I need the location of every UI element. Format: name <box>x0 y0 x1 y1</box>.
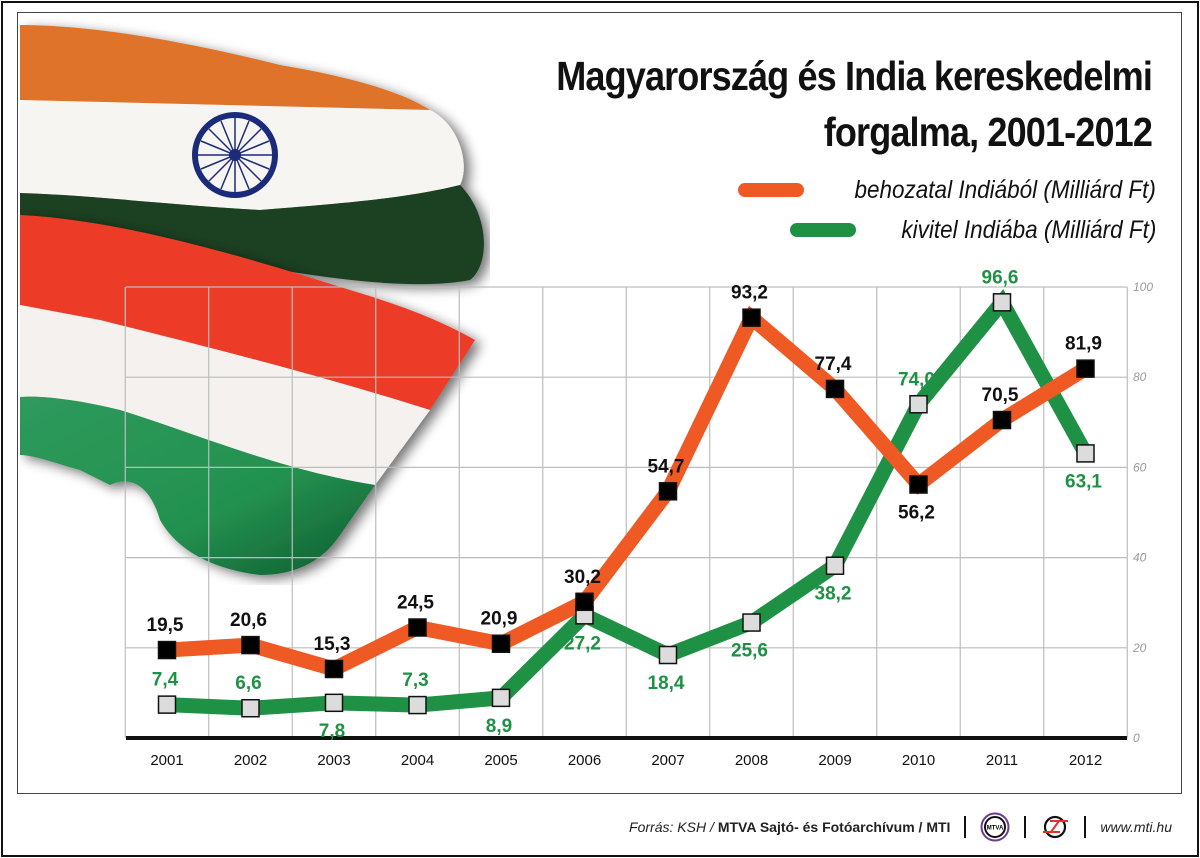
export-marker <box>658 645 678 665</box>
x-tick-label: 2007 <box>651 752 684 769</box>
export-marker <box>992 293 1012 312</box>
series-line-import <box>166 305 1090 678</box>
separator <box>1084 816 1087 838</box>
y-tick-label: 20 <box>1132 641 1147 655</box>
export-data-label: 38,2 <box>815 584 852 605</box>
x-axis-ticks: 2001 2002 2003 2004 2005 2006 2007 2008 2009 2010… <box>150 752 1102 769</box>
export-data-label: 7,4 <box>152 670 179 691</box>
x-tick-label: 2011 <box>986 752 1018 769</box>
x-tick-label: 2008 <box>735 752 768 769</box>
import-data-label: 93,2 <box>731 283 768 304</box>
export-data-label: 8,9 <box>486 716 512 737</box>
x-tick-label: 2001 <box>150 752 183 769</box>
chart-title: Magyarország és India kereskedelmi forga… <box>556 48 1153 160</box>
separator <box>1024 816 1027 838</box>
export-marker <box>825 556 845 575</box>
x-tick-label: 2012 <box>1069 752 1102 769</box>
export-data-label: 7,3 <box>402 670 428 691</box>
x-tick-label: 2010 <box>902 752 935 769</box>
x-tick-label: 2006 <box>568 752 601 769</box>
import-data-label: 20,9 <box>481 609 518 630</box>
separator <box>964 816 967 838</box>
export-data-label: 63,1 <box>1065 471 1102 492</box>
import-marker <box>909 475 928 494</box>
series-markers <box>157 293 1095 718</box>
y-axis-ticks: 0 20 40 60 80 100 <box>1132 280 1153 745</box>
export-marker <box>241 698 260 718</box>
x-tick-label: 2003 <box>317 752 350 769</box>
series-lines <box>166 289 1093 716</box>
legend-swatch-export <box>789 223 856 237</box>
legend-item-import: behozatal Indiából (Milliárd Ft) <box>738 170 1156 210</box>
export-data-label: 74,0 <box>898 369 935 390</box>
legend-label-export: kivitel Indiába (Milliárd Ft) <box>900 215 1156 244</box>
grid <box>124 286 1128 740</box>
x-tick-label: 2004 <box>401 752 434 769</box>
mti-logo-icon <box>1043 815 1069 839</box>
import-marker <box>241 635 260 655</box>
y-tick-label: 100 <box>1133 280 1153 294</box>
import-marker <box>408 618 427 637</box>
agency-label: MTVA Sajtó- és Fotóarchívum / MTI <box>717 819 951 835</box>
export-data-label: 7,8 <box>319 721 345 742</box>
export-data-label: 96,6 <box>982 267 1019 288</box>
import-marker <box>742 308 761 327</box>
import-data-label: 24,5 <box>397 593 434 614</box>
import-data-label: 54,7 <box>648 456 685 477</box>
import-data-label: 81,9 <box>1065 334 1102 355</box>
flags-illustration <box>20 25 484 575</box>
data-labels: 19,5 20,6 15,3 24,5 20,9 30,2 54,7 93,2 77,4 56,2… <box>147 267 1103 741</box>
legend-swatch-import <box>738 183 805 197</box>
x-tick-label: 2002 <box>234 752 267 769</box>
x-tick-label: 2005 <box>484 752 517 769</box>
export-data-label: 18,4 <box>648 673 685 694</box>
import-marker <box>575 592 594 612</box>
series-line-export <box>166 289 1093 716</box>
export-marker <box>157 695 177 714</box>
import-data-label: 19,5 <box>147 615 184 636</box>
ashoka-chakra-icon <box>192 112 278 198</box>
export-marker <box>909 395 928 414</box>
mtva-logo-text: MTVA <box>987 826 1004 832</box>
legend: behozatal Indiából (Milliárd Ft) kivitel… <box>738 170 1156 250</box>
export-data-label: 25,6 <box>731 641 768 662</box>
footer: Forrás: KSH / MTVA Sajtó- és Fotóarchívu… <box>629 812 1172 842</box>
import-marker <box>992 410 1012 430</box>
import-marker <box>658 482 678 501</box>
import-data-label: 20,6 <box>230 610 267 631</box>
export-marker <box>408 695 427 715</box>
import-data-label: 70,5 <box>982 385 1019 406</box>
legend-label-import: behozatal Indiából (Milliárd Ft) <box>854 175 1156 204</box>
import-marker <box>157 640 177 660</box>
legend-item-export: kivitel Indiába (Milliárd Ft) <box>738 210 1156 250</box>
import-marker <box>825 379 845 399</box>
import-data-label: 30,2 <box>564 567 601 588</box>
import-marker <box>1076 359 1095 378</box>
export-marker <box>742 613 761 632</box>
website-link[interactable]: www.mti.hu <box>1100 819 1172 835</box>
import-marker <box>491 634 511 653</box>
export-marker <box>324 693 344 713</box>
export-marker <box>491 688 511 708</box>
export-data-label: 6,6 <box>235 673 261 694</box>
source-label: Forrás: KSH / <box>629 819 714 835</box>
indian-flag <box>20 25 484 285</box>
import-marker <box>324 659 344 679</box>
export-data-label: 27,2 <box>564 633 601 654</box>
export-marker <box>1076 444 1095 463</box>
import-data-label: 77,4 <box>815 354 852 375</box>
x-tick-label: 2009 <box>818 752 851 769</box>
import-data-label: 56,2 <box>898 503 935 524</box>
title-line-2: forgalma, 2001-2012 <box>823 109 1153 155</box>
hungarian-flag <box>20 215 475 575</box>
y-tick-label: 60 <box>1133 460 1147 474</box>
title-line-1: Magyarország és India kereskedelmi <box>556 53 1153 99</box>
y-tick-label: 80 <box>1133 370 1147 384</box>
y-tick-label: 40 <box>1133 551 1147 565</box>
import-data-label: 15,3 <box>314 634 351 655</box>
y-tick-label: 0 <box>1133 731 1140 745</box>
mtva-logo-icon: MTVA <box>980 812 1010 842</box>
